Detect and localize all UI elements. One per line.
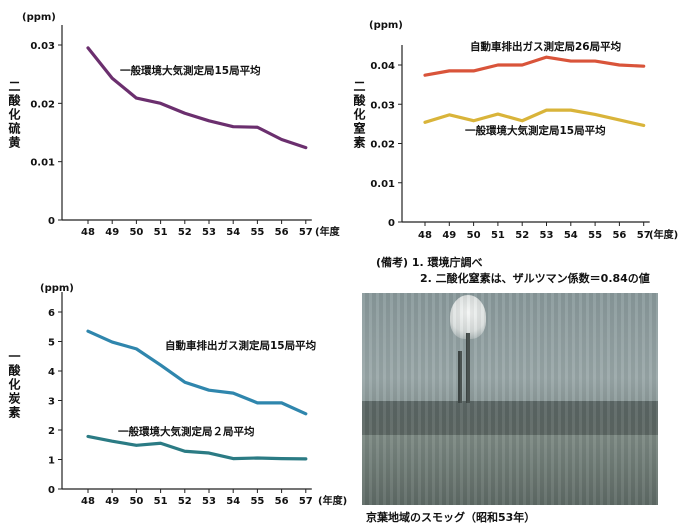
no2-y-axis-label: 二酸化窒素 (352, 80, 366, 150)
industrial-shoreline (362, 401, 658, 435)
nitrogen-dioxide-chart: (ppm) 0 0.01 0.02 0.03 0.04 48 49 50 51 52 53 54 55 56… (369, 20, 678, 241)
x-tick-label: 49 (442, 230, 456, 241)
water-surface (362, 435, 658, 505)
x-tick-label: 48 (418, 230, 432, 241)
note-line-1: (備考) 1. 環境庁調べ (376, 256, 483, 269)
x-tick-label: 49 (105, 227, 119, 238)
series-line (86, 329, 308, 416)
y-tick-label: 2 (48, 426, 55, 437)
co-y-axis-label: 一酸化炭素 (7, 350, 21, 420)
x-tick-label: 54 (226, 496, 240, 507)
y-tick-label: 0.01 (30, 158, 55, 169)
note-line-2: 2. 二酸化窒素は、ザルツマン係数＝0.84の値 (420, 272, 650, 285)
x-tick-label: 50 (129, 496, 143, 507)
x-tick-label: 56 (612, 230, 626, 241)
unit-label: (ppm) (22, 12, 56, 23)
y-tick-label: 0 (48, 485, 55, 496)
x-tick-label: 54 (226, 227, 240, 238)
x-tick-label: 50 (129, 227, 143, 238)
x-tick-label: 55 (250, 227, 264, 238)
y-tick-label: 1 (48, 456, 55, 467)
chimney-stack (458, 351, 462, 403)
x-tick-label: 55 (250, 496, 264, 507)
so2-y-axis-label: 二酸化硫黄 (7, 80, 21, 150)
x-tick-label: 53 (202, 227, 216, 238)
photo-caption: 京葉地域のスモッグ（昭和53年） (366, 511, 536, 524)
x-tick-label: 55 (588, 230, 602, 241)
series-label: 自動車排出ガス測定局15局平均 (165, 339, 316, 352)
x-tick-label: 53 (202, 496, 216, 507)
photo-haze (362, 293, 658, 505)
series-label: 自動車排出ガス測定局26局平均 (470, 40, 621, 53)
y-tick-label: 3 (48, 397, 55, 408)
y-tick-label: 0 (48, 216, 55, 227)
series-line (423, 55, 646, 77)
y-tick-label: 5 (48, 338, 55, 349)
x-tick-label: 53 (540, 230, 554, 241)
smoke-plume (450, 295, 486, 339)
y-tick-label: 0.03 (30, 41, 55, 52)
notes-block: (備考) 1. 環境庁調べ 2. 二酸化窒素は、ザルツマン係数＝0.84の値 (376, 255, 650, 287)
x-tick-label: 54 (564, 230, 578, 241)
x-tick-label: 57 (637, 230, 651, 241)
x-tick-label: 51 (154, 227, 168, 238)
x-tick-label: 56 (275, 227, 289, 238)
x-tick-label: 57 (299, 227, 313, 238)
x-axis-label: (年度) (315, 225, 340, 238)
chimney-stack (466, 333, 470, 403)
unit-label: (ppm) (369, 20, 403, 31)
x-tick-label: 49 (105, 496, 119, 507)
y-tick-label: 4 (48, 367, 55, 378)
series-label: 一般環境大気測定局15局平均 (465, 124, 606, 137)
series-line (86, 434, 308, 461)
series-line (423, 108, 646, 128)
smog-photo (362, 293, 658, 505)
x-tick-label: 48 (81, 496, 95, 507)
y-tick-label: 6 (48, 308, 55, 319)
x-tick-label: 56 (275, 496, 289, 507)
y-tick-label: 0.01 (370, 179, 395, 190)
x-tick-label: 57 (299, 496, 313, 507)
x-tick-label: 52 (178, 496, 192, 507)
y-tick-label: 0.02 (370, 140, 395, 151)
series-label: 一般環境大気測定局２局平均 (118, 425, 255, 438)
sulfur-dioxide-chart: (ppm) 0 0.01 0.02 0.03 48 49 50 51 52 53 54 55 56 57 (年… (22, 12, 340, 238)
x-tick-label: 50 (467, 230, 481, 241)
unit-label: (ppm) (40, 283, 74, 294)
y-tick-label: 0.02 (30, 99, 55, 110)
x-tick-label: 52 (178, 227, 192, 238)
x-axis-label: (年度) (649, 228, 678, 241)
y-tick-label: 0 (388, 218, 395, 229)
series-line (86, 46, 308, 150)
y-tick-label: 0.03 (370, 100, 395, 111)
series-label: 一般環境大気測定局15局平均 (120, 64, 261, 77)
x-tick-label: 51 (154, 496, 168, 507)
y-tick-label: 0.04 (370, 61, 395, 72)
x-tick-label: 52 (515, 230, 529, 241)
x-tick-label: 48 (81, 227, 95, 238)
x-tick-label: 51 (491, 230, 505, 241)
x-axis-label: (年度) (318, 494, 347, 507)
